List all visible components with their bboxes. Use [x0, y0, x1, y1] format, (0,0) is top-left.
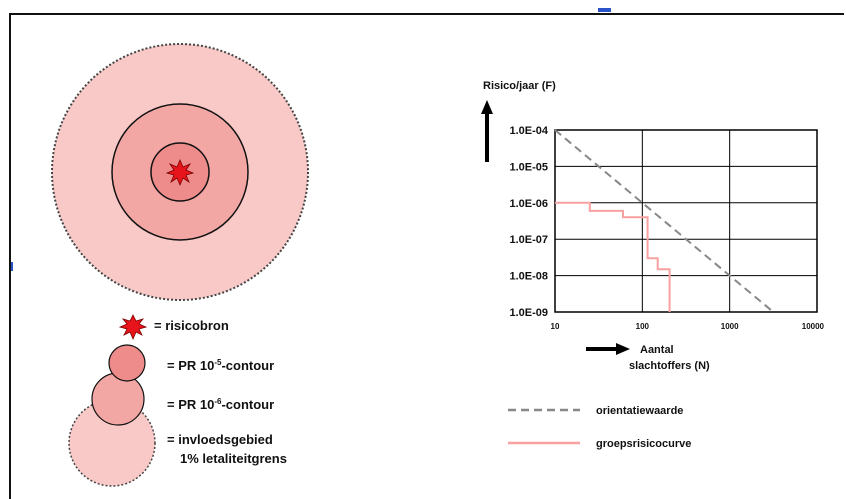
chart-x-axis-label-2: slachtoffers (N) [629, 360, 710, 372]
legend-pr6-label: = PR 10-6-contour [167, 397, 274, 412]
y-tick-label: 1.0E-07 [509, 234, 548, 246]
legend-pr6-circle [91, 372, 145, 426]
x-tick-label: 1000 [721, 322, 739, 331]
chart-y-axis-label: Risico/jaar (F) [483, 80, 556, 92]
legend-pr5-label: = PR 10-5-contour [167, 358, 274, 373]
top-marker [598, 8, 611, 12]
legend-pr5-circle [108, 344, 146, 382]
legend-orientation-label: orientatiewaarde [596, 405, 683, 417]
x-tick-label: 10000 [802, 322, 825, 331]
plot-series [554, 129, 774, 313]
orientation-value-line [554, 129, 774, 313]
x-axis-arrowhead [616, 343, 630, 355]
y-tick-labels: 1.0E-04 1.0E-05 1.0E-06 1.0E-07 1.0E-08 1.0E-… [509, 125, 548, 319]
legend-area-label-2: 1% letaliteitgrens [180, 451, 287, 466]
y-tick-label: 1.0E-09 [509, 307, 548, 319]
fn-curve-chart: Risico/jaar (F) 1.0E-041.0E-051.0E-061.0… [481, 80, 825, 450]
legend-area-circle [68, 399, 156, 487]
x-tick-label: 100 [636, 322, 650, 331]
legend-group-risk-label: groepsrisicocurve [596, 438, 691, 450]
plot-area [554, 129, 818, 313]
legend-source-icon [118, 314, 148, 341]
contour-legend: = risicobron = PR 10-5-contour = PR 10-6… [68, 314, 287, 487]
side-marker [11, 262, 13, 271]
legend-area-label-1: = invloedsgebied [167, 432, 273, 447]
legend-source-label: = risicobron [154, 318, 229, 333]
y-tick-label: 1.0E-05 [509, 161, 548, 173]
y-tick-label: 1.0E-04 [509, 125, 548, 137]
y-tick-label: 1.0E-06 [509, 198, 548, 210]
risk-contours [51, 43, 309, 301]
risk-source-icon [165, 158, 195, 187]
chart-x-axis-label-1: Aantal [640, 344, 674, 356]
x-tick-labels: 10 100 1000 10000 [551, 322, 825, 331]
x-tick-label: 10 [551, 322, 560, 331]
group-risk-curve [555, 201, 671, 312]
y-axis-arrowhead [481, 100, 493, 114]
y-tick-label: 1.0E-08 [509, 271, 548, 283]
figure-frame [9, 13, 844, 499]
